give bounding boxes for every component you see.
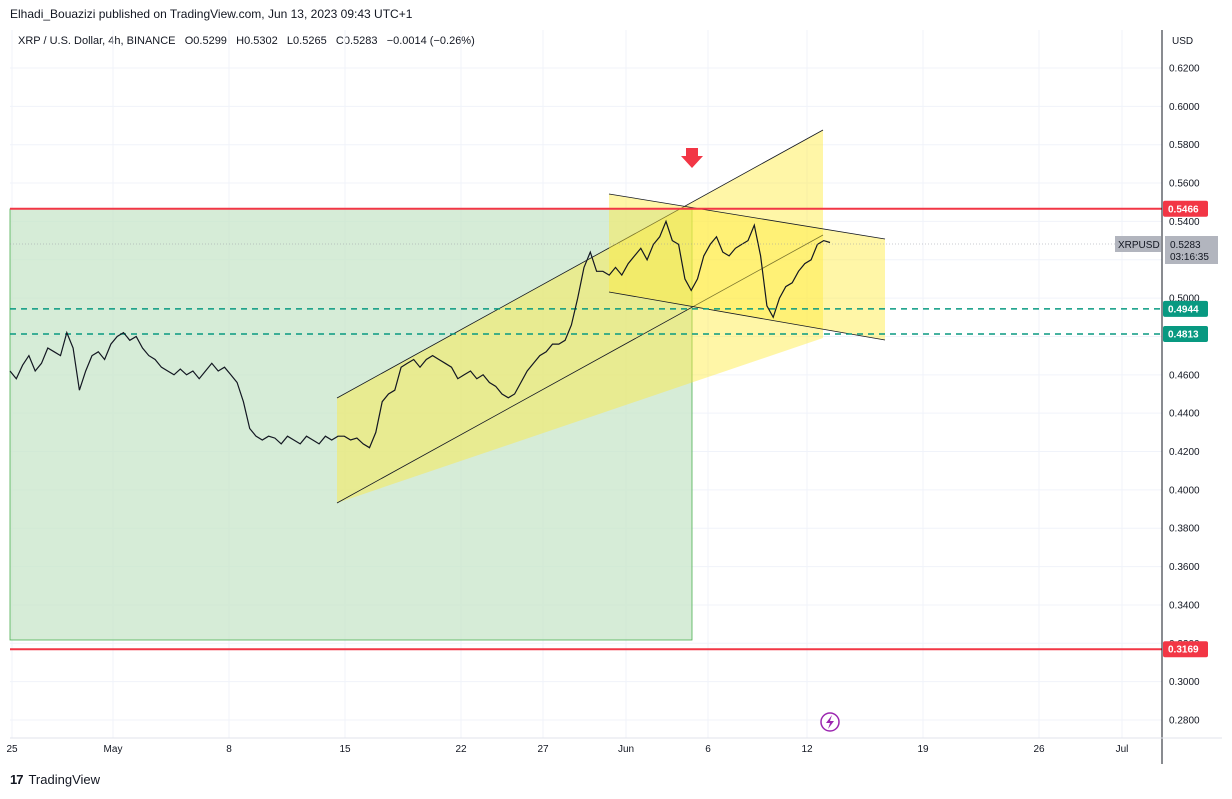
y-tick-label: 0.5000 [1169,294,1200,305]
ascending-channel-upper [336,129,824,399]
y-tick-label: 0.4400 [1169,409,1200,420]
low-value: 0.5265 [293,35,327,47]
symbol-name[interactable]: XRP / U.S. Dollar, 4h, BINANCE [18,35,176,47]
annotation-zones [9,129,886,641]
price-axis[interactable]: USD 0.62000.60000.58000.56000.54000.5200… [1169,36,1200,727]
last-price-marker: XRPUSD 0.5283 03:16:35 [1115,236,1218,264]
y-tick-label: 0.4600 [1169,370,1200,381]
tradingview-logo-icon: 17 [10,772,24,787]
symbol-info: XRP / U.S. Dollar, 4h, BINANCE O0.5299 H… [18,35,475,47]
price-level-badge [1163,325,1208,342]
close-value: 0.5283 [343,35,378,47]
price-levels [10,207,1162,651]
x-tick-label: May [104,744,123,755]
x-tick-label: Jun [618,744,634,755]
price-level-badge [1163,641,1208,658]
x-tick-label: 15 [339,744,351,755]
x-tick-label: 6 [705,744,711,755]
time-axis[interactable]: 25 May 8 15 22 27 Jun 6 12 19 26 Jul [6,744,1128,755]
y-tick-label: 0.5800 [1169,140,1200,151]
y-tick-label: 0.4000 [1169,485,1200,496]
footer-brand[interactable]: 17 TradingView [10,772,100,787]
last-price-ticker: XRPUSD [1118,240,1160,251]
ascending-channel-lower [336,234,824,504]
x-tick-label: Jul [1116,744,1129,755]
y-tick-label: 0.6000 [1169,102,1200,113]
green-zone-box [9,208,693,641]
price-level-badge [1163,200,1208,217]
x-tick-label: 26 [1033,744,1045,755]
footer-brand-text: TradingView [28,772,101,787]
x-tick-label: 19 [917,744,929,755]
y-tick-label: 0.6200 [1169,64,1200,75]
x-tick-label: 12 [801,744,813,755]
y-tick-label: 0.3600 [1169,562,1200,573]
y-tick-label: 0.3400 [1169,600,1200,611]
y-tick-label: 0.3800 [1169,524,1200,535]
price-level-badge [1163,300,1208,317]
x-tick-label: 8 [226,744,232,755]
y-tick-label: 0.4200 [1169,447,1200,458]
down-arrow-icon [681,148,703,168]
high-label: H [236,35,245,47]
low-label: L [286,35,294,47]
x-tick-label: 25 [6,744,18,755]
y-tick-label: 0.3000 [1169,677,1200,688]
ascending-channel [337,130,823,503]
publisher-line: Elhadi_Bouazizi published on TradingView… [10,7,413,21]
descending-channel-lower [608,291,886,341]
open-value: 0.5299 [193,35,227,47]
descending-channel [609,194,885,340]
price-level-label: 0.4944 [1168,304,1199,315]
price-level-label: 0.5466 [1168,204,1199,215]
open-label: O [184,35,194,47]
last-price-countdown: 03:16:35 [1170,252,1209,263]
price-series-line [9,219,831,449]
high-value: 0.5302 [244,35,278,47]
y-tick-label: 0.2800 [1169,716,1200,727]
lightning-icon[interactable] [820,712,840,732]
y-tick-label: 0.5600 [1169,179,1200,190]
descending-channel-upper [608,193,886,240]
y-tick-label: 0.5400 [1169,217,1200,228]
x-tick-label: 22 [455,744,467,755]
last-price-value: 0.5283 [1170,240,1201,251]
change-value: −0.0014 (−0.26%) [386,35,475,47]
price-level-label: 0.3169 [1168,645,1199,656]
price-level-labels: 0.5466 0.4944 0.4813 0.3169 [1163,200,1208,658]
currency-label: USD [1172,36,1193,47]
price-level-label: 0.4813 [1168,329,1199,340]
x-tick-label: 27 [537,744,549,755]
close-label: C [335,35,344,47]
